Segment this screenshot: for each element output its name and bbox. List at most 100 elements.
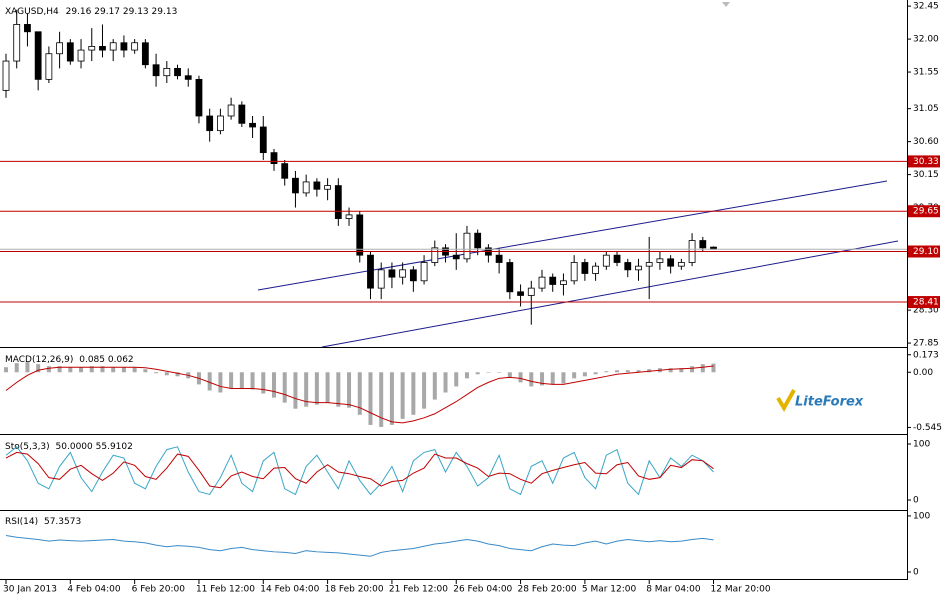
macd-bar [615,370,620,373]
candle-body [24,24,31,33]
macd-bar [518,372,523,383]
macd-bar [25,362,30,373]
candle-body [602,254,610,267]
macd-bar [357,372,362,415]
symbol: XAGUSD,H4 [5,7,59,17]
level-label: 29.65 [913,207,939,217]
logo: LiteForex [776,389,864,412]
level-label-box [908,155,940,168]
macd-bar [272,372,276,398]
logo-icon [776,389,796,412]
macd-bar [79,367,84,373]
candle-body [184,75,192,80]
macd-bar [282,372,287,403]
candle-body [474,232,482,249]
candle-body [527,287,535,296]
macd-bar [314,372,319,405]
indicator-line [5,446,714,496]
macd-bar [132,367,137,373]
candle-body [34,31,42,80]
indicator-name: RSI(14) [5,517,38,527]
x-tick-label: 26 Feb 04:00 [453,585,512,595]
candle-body [163,67,171,77]
candle-body [592,265,599,274]
candle-body [88,46,96,51]
macd-bar [175,372,180,377]
candle-body [109,42,117,51]
candle-body [667,258,675,267]
candle-body [216,115,224,132]
macd-bar [347,372,352,408]
macd-bar [507,372,512,378]
high-value: 29.17 [94,7,120,17]
logo-text: LiteForex [795,395,864,410]
macd-bar [143,369,148,373]
macd-bar [636,370,641,373]
candle-body [120,42,128,51]
macd-bar [593,372,598,375]
macd-bar [690,366,695,373]
candle-body [259,126,267,154]
level-label-box [908,245,940,258]
macd-bar [647,369,652,373]
macd-bar [475,372,480,375]
macd-bar [550,372,555,385]
open-value: 29.16 [66,7,92,17]
macd-bar [454,372,459,387]
candle-body [506,262,514,293]
y-tick-label: 31.55 [913,68,939,78]
level-label: 28.41 [913,298,939,308]
candle-body [635,265,642,271]
candle-body [45,53,53,80]
candle-body [56,42,63,55]
channel-upper [257,180,888,291]
symbol-header: XAGUSD,H4 29.16 29.17 29.13 29.13 [5,7,177,17]
candle-body [66,42,74,62]
y-tick-label: 100 [913,511,930,521]
candle-body [2,60,10,91]
candle-body [570,262,578,282]
candle-body [99,46,106,51]
indicator-name: MACD(12,26,9) [5,355,73,365]
x-tick-label: 18 Feb 20:00 [325,585,384,595]
y-tick-label: 0.173 [913,350,939,360]
y-tick-label: 32.45 [913,2,939,12]
candle-body [377,269,385,289]
macd-bar [668,368,673,373]
candle-body [367,254,374,289]
candle-body [313,181,321,190]
macd-bar [304,372,309,407]
candle-body [624,262,632,271]
macd-bar [121,367,126,373]
x-tick-label: 8 Mar 04:00 [646,585,701,595]
macd-bar [154,372,159,374]
candle-body [677,262,685,267]
candle-body [517,291,524,296]
macd-bar [46,366,51,373]
x-tick-label: 12 Mar 20:00 [711,585,771,595]
signal-value: 55.9102 [96,442,133,452]
macd-bar [57,366,62,373]
candle-body [345,214,353,219]
y-tick-label: 0.00 [913,368,933,378]
candles [2,9,717,325]
candle-body [399,269,407,278]
macd-bar [229,372,234,389]
candle-body [249,122,256,128]
y-tick-label: 30.60 [913,137,939,147]
macd-bar [604,371,609,373]
macd-bar [207,372,212,391]
x-tick-label: 21 Feb 12:00 [389,585,448,595]
candle-body [292,177,299,194]
signal-line [5,365,714,424]
candle-body [77,49,85,62]
main-value: 50.0000 [56,442,93,452]
macd-bar [68,367,73,373]
y-tick-label: 100 [913,440,930,450]
candle-body [270,152,278,165]
y-tick-label: 0 [913,496,919,506]
macd-bar [432,372,437,400]
macd-bar [100,366,105,373]
candle-body [206,115,214,132]
y-tick-label: 0 [913,568,919,578]
